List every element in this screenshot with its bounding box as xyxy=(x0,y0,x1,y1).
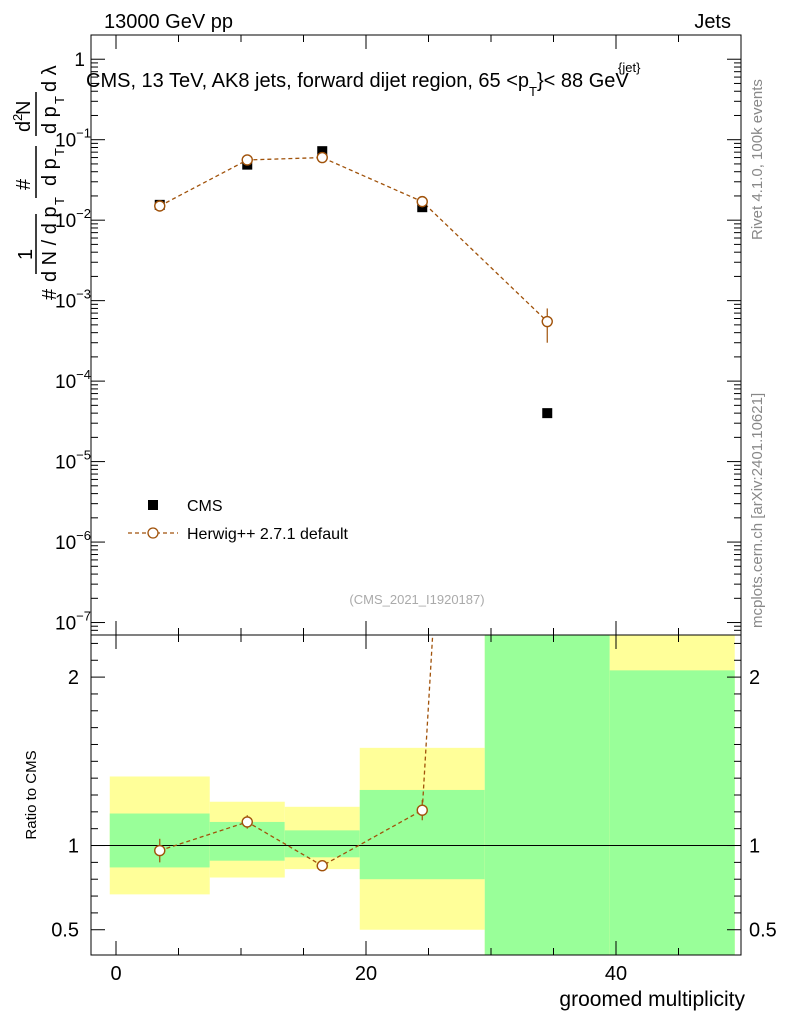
svg-text:d N / d p: d N / d p xyxy=(39,206,61,282)
ratio-herwig-point-2 xyxy=(316,860,328,872)
ratio-y-tick-label-right-1: 1 xyxy=(749,836,760,858)
ratio-bands xyxy=(109,635,735,955)
mcplots-label: mcplots.cern.ch [arXiv:2401.10621] xyxy=(749,393,766,628)
legend-marker-cms xyxy=(148,500,158,510)
ratio-band-green-5 xyxy=(609,670,735,955)
main-y-axis-label: 1 # d N / d p T # d p T d 2 N d p T d λ xyxy=(10,65,67,300)
chart-title-subscript: T xyxy=(529,84,537,99)
ratio-y-tick-label-2: 2 xyxy=(68,667,79,689)
ratio-herwig-point-3 xyxy=(416,804,428,816)
ratio-y-tick-label-0: 0.5 xyxy=(51,920,79,942)
main-plot-frame xyxy=(90,34,742,636)
herwig-point-3 xyxy=(416,195,428,208)
x-tick-label-2: 40 xyxy=(605,963,627,985)
legend-label-herwig: Herwig++ 2.7.1 default xyxy=(187,526,349,543)
ratio-y-tick-label-right-0: 0.5 xyxy=(749,920,777,942)
main-y-tick-label-1: 10−1 xyxy=(55,126,91,152)
ratio-herwig-point-0 xyxy=(154,844,166,857)
main-y-tick-label-4: 10−4 xyxy=(55,367,91,393)
svg-text:1: 1 xyxy=(15,249,37,260)
header-left: 13000 GeV pp xyxy=(104,11,233,33)
herwig-point-2 xyxy=(316,151,328,164)
main-y-tick-label-6: 10−6 xyxy=(55,528,91,554)
legend-marker-herwig xyxy=(147,527,159,539)
herwig-line xyxy=(159,156,548,323)
main-y-tick-label-5: 10−5 xyxy=(55,448,91,474)
main-y-tick-label-7: 10−7 xyxy=(55,609,91,635)
main-data-layer xyxy=(154,146,553,419)
herwig-point-1 xyxy=(241,154,253,166)
svg-text:T: T xyxy=(52,148,67,156)
ratio-band-green-4 xyxy=(484,635,610,955)
svg-text:2: 2 xyxy=(10,114,25,121)
cms-point-4 xyxy=(542,408,553,419)
axis-tick-labels: 1 10−1 10−2 10−3 10−4 10−5 10−6 10−7 0 20 40 0.5 0.5… xyxy=(51,50,777,985)
analysis-id: (CMS_2021_I1920187) xyxy=(349,592,484,607)
svg-text:T: T xyxy=(52,197,67,205)
chart-title-suffix: }< 88 GeV xyxy=(537,70,629,92)
ratio-y-tick-label-right-2: 2 xyxy=(749,667,760,689)
chart-title: CMS, 13 TeV, AK8 jets, forward dijet reg… xyxy=(86,70,629,99)
svg-text:N: N xyxy=(13,101,35,115)
x-tick-label-1: 20 xyxy=(355,963,377,985)
svg-text:T: T xyxy=(52,96,67,104)
main-y-tick-label-0: 1 xyxy=(74,50,85,71)
svg-text:#: # xyxy=(39,288,61,300)
axis-ticks xyxy=(91,35,742,955)
legend: CMS Herwig++ 2.7.1 default xyxy=(128,498,349,543)
main-y-tick-label-3: 10−3 xyxy=(55,287,91,313)
chart-title-superscript: {jet} xyxy=(618,60,641,75)
rivet-label: Rivet 4.1.0, 100k events xyxy=(749,79,766,240)
cms-point-2 xyxy=(317,146,328,157)
svg-text:d p: d p xyxy=(39,106,61,134)
svg-text:d: d xyxy=(13,121,35,132)
ratio-band-green-2 xyxy=(284,830,360,858)
svg-text:#: # xyxy=(13,178,35,190)
legend-label-cms: CMS xyxy=(187,498,223,515)
svg-text:d λ: d λ xyxy=(39,65,61,92)
x-tick-label-0: 0 xyxy=(110,963,121,985)
x-axis-label: groomed multiplicity xyxy=(559,988,745,1011)
chart-title-prefix: CMS, 13 TeV, AK8 jets, forward dijet reg… xyxy=(86,70,529,92)
ratio-herwig-point-1 xyxy=(241,816,253,828)
herwig-point-0 xyxy=(154,200,166,212)
ratio-data-layer xyxy=(154,635,434,872)
svg-text:d p: d p xyxy=(39,158,61,186)
ratio-y-axis-label: Ratio to CMS xyxy=(23,750,40,839)
main-y-tick-label-2: 10−2 xyxy=(55,206,91,232)
header-right: Jets xyxy=(694,11,731,33)
herwig-point-4 xyxy=(541,315,553,328)
ratio-y-tick-label-1: 1 xyxy=(68,836,79,858)
